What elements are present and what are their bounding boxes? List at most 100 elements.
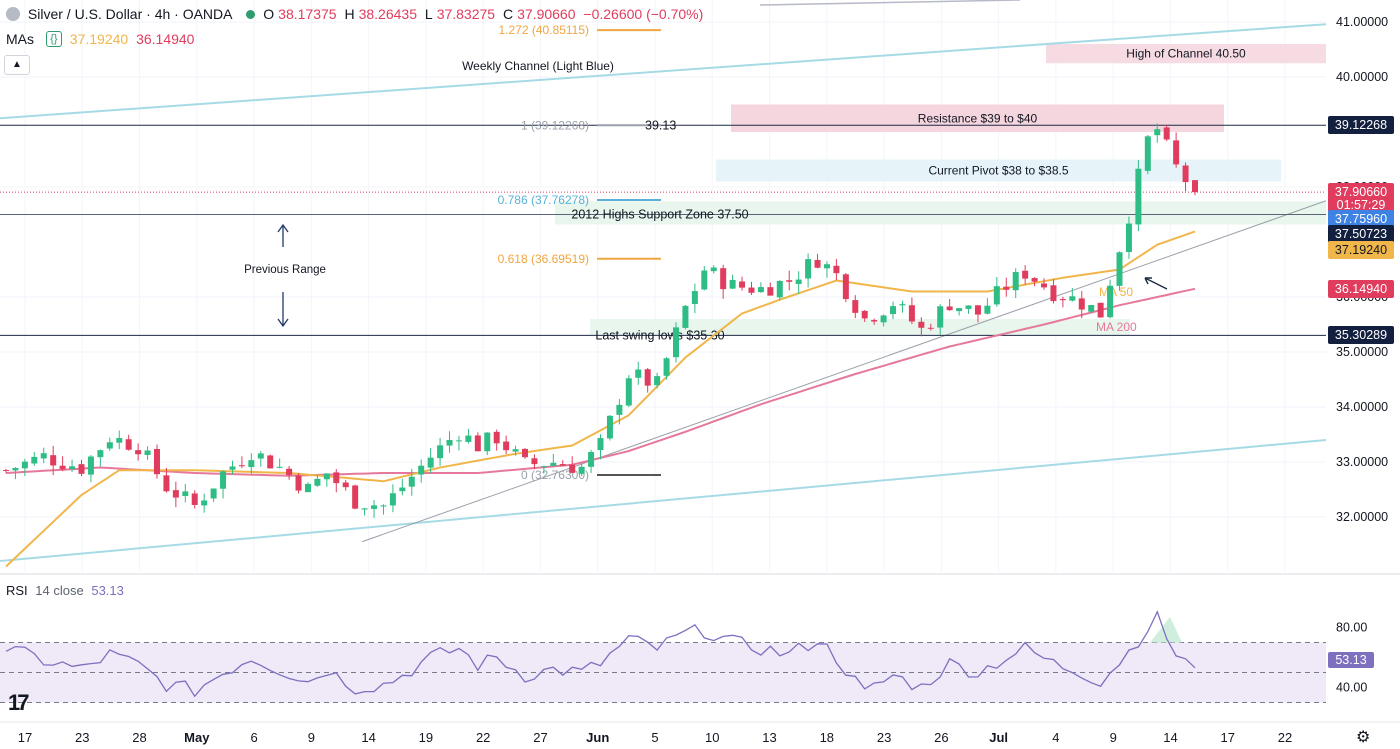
- candle: [937, 304, 944, 335]
- candle: [814, 253, 821, 269]
- candle: [1088, 304, 1095, 314]
- candle: [342, 479, 349, 491]
- candle: [1173, 132, 1180, 168]
- candle: [1107, 279, 1114, 319]
- y-tick-label: 34.00000: [1336, 400, 1388, 414]
- candle: [559, 460, 566, 466]
- candle: [767, 282, 774, 296]
- gear-icon[interactable]: ⚙: [1356, 729, 1371, 746]
- candle: [710, 265, 717, 274]
- candle: [1059, 296, 1066, 308]
- symbol-title[interactable]: Silver / U.S. Dollar · 4h · OANDA: [27, 6, 233, 22]
- candle: [437, 437, 444, 466]
- rsi-line: [5, 610, 1196, 698]
- ma50-label: MA 50: [1099, 285, 1133, 299]
- x-tick-label: 19: [419, 730, 433, 745]
- candle-body: [437, 445, 444, 459]
- candle: [361, 508, 368, 516]
- candle: [956, 308, 963, 316]
- candle-body: [1125, 223, 1132, 252]
- faint-diagonal: [759, 0, 1021, 6]
- ma-label[interactable]: MAs: [6, 31, 34, 47]
- candle-body: [739, 281, 746, 288]
- candle: [899, 300, 906, 313]
- candle: [625, 375, 632, 408]
- low-value: 37.83275: [436, 6, 496, 22]
- candle: [31, 451, 38, 466]
- candle-body: [446, 439, 453, 446]
- previous-range-label: Previous Range: [244, 264, 326, 276]
- market-status-icon: [246, 9, 256, 19]
- candle-body: [342, 482, 349, 488]
- candle-body: [474, 435, 481, 452]
- candle-body: [918, 321, 925, 328]
- candle: [1022, 265, 1029, 285]
- candle: [371, 499, 378, 518]
- candle: [672, 322, 679, 363]
- rsi-label[interactable]: RSI: [6, 583, 28, 598]
- candle: [69, 459, 76, 472]
- candle: [823, 261, 830, 278]
- candle-body: [729, 279, 736, 289]
- candle-body: [654, 376, 661, 386]
- candle-body: [59, 465, 66, 470]
- candle-body: [682, 305, 689, 328]
- candle: [153, 444, 160, 479]
- candle-body: [116, 438, 123, 443]
- candle-body: [937, 306, 944, 328]
- candle-body: [238, 465, 245, 467]
- candle: [59, 456, 66, 472]
- candle-body: [1050, 285, 1057, 302]
- candle: [993, 276, 1000, 307]
- candle: [786, 270, 793, 291]
- resistance-zone: [731, 104, 1224, 132]
- ma-legend: MAs {} 37.19240 36.14940: [6, 31, 198, 49]
- ma50-value: 37.19240: [69, 31, 129, 47]
- candle-body: [220, 471, 227, 489]
- current-pivot-zone-label: Current Pivot $38 to $38.5: [928, 164, 1068, 178]
- weekly-channel-label: Weekly Channel (Light Blue): [462, 59, 614, 73]
- collapse-legend-button[interactable]: ▲: [4, 55, 30, 75]
- candle-body: [965, 305, 972, 309]
- candle-body: [484, 432, 491, 452]
- candle: [3, 468, 9, 473]
- candle-body: [399, 487, 406, 492]
- candle: [1125, 216, 1132, 259]
- candle-body: [814, 259, 821, 268]
- candle: [908, 297, 915, 325]
- candle-body: [144, 450, 151, 455]
- candle-body: [153, 448, 160, 475]
- candle: [446, 431, 453, 453]
- candle-body: [899, 304, 906, 306]
- candle: [606, 414, 613, 441]
- low-label: L: [424, 6, 433, 22]
- candle: [97, 449, 104, 467]
- candle-body: [691, 291, 698, 305]
- candle-body: [748, 287, 755, 293]
- candle-body: [50, 455, 57, 466]
- high-value: 38.26435: [358, 6, 417, 22]
- candle-body: [106, 442, 113, 449]
- candle: [871, 318, 878, 325]
- last-swing-lows-label: Last swing lows $35.30: [595, 328, 724, 342]
- ma-visibility-icon[interactable]: {}: [45, 31, 62, 48]
- candle: [380, 504, 387, 515]
- x-tick-label: 17: [18, 730, 32, 745]
- candle-body: [1144, 136, 1151, 171]
- candle-body: [1059, 299, 1066, 301]
- tradingview-logo[interactable]: 17: [8, 690, 30, 715]
- price-badge: 35.30289: [1328, 326, 1394, 345]
- candle: [210, 488, 217, 503]
- candle-body: [69, 466, 76, 470]
- candle-body: [842, 274, 849, 300]
- candle: [880, 314, 887, 327]
- candle-body: [427, 457, 434, 468]
- candle: [1012, 268, 1019, 299]
- x-tick-label: 13: [762, 730, 776, 745]
- candle-body: [984, 305, 991, 314]
- candle: [1041, 278, 1048, 290]
- candle: [1163, 125, 1170, 142]
- candle-body: [210, 488, 217, 499]
